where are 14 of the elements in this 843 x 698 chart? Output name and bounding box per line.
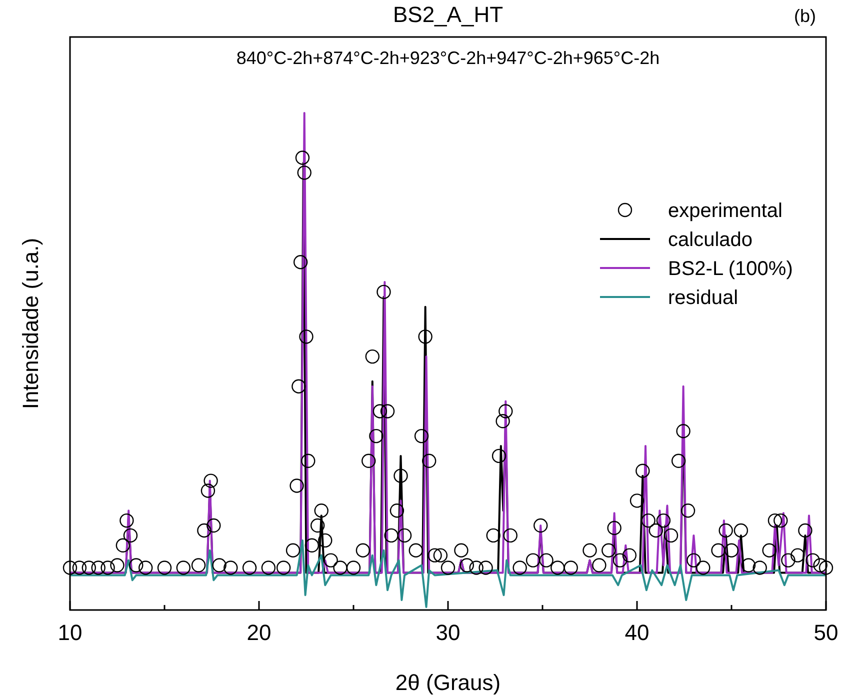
legend-label: BS2-L (100%) [668, 258, 793, 280]
x-tick-label: 30 [436, 620, 460, 645]
x-tick-label: 20 [246, 620, 272, 645]
chart-subtitle: 840°C-2h+874°C-2h+923°C-2h+947°C-2h+965°C-2h [236, 48, 660, 68]
chart-title: BS2_A_HT [392, 2, 504, 27]
y-axis-title: Intensidade (u.a.) [18, 238, 43, 410]
legend-label: experimental [668, 200, 783, 222]
legend-label: calculado [668, 229, 753, 251]
x-tick-label: 10 [58, 620, 82, 645]
legend-label: residual [668, 287, 738, 309]
x-tick-label: 40 [624, 620, 650, 645]
x-tick-label: 50 [814, 620, 838, 645]
text: (b) [794, 6, 816, 26]
x-axis-title: 2θ (Graus) [395, 670, 501, 695]
